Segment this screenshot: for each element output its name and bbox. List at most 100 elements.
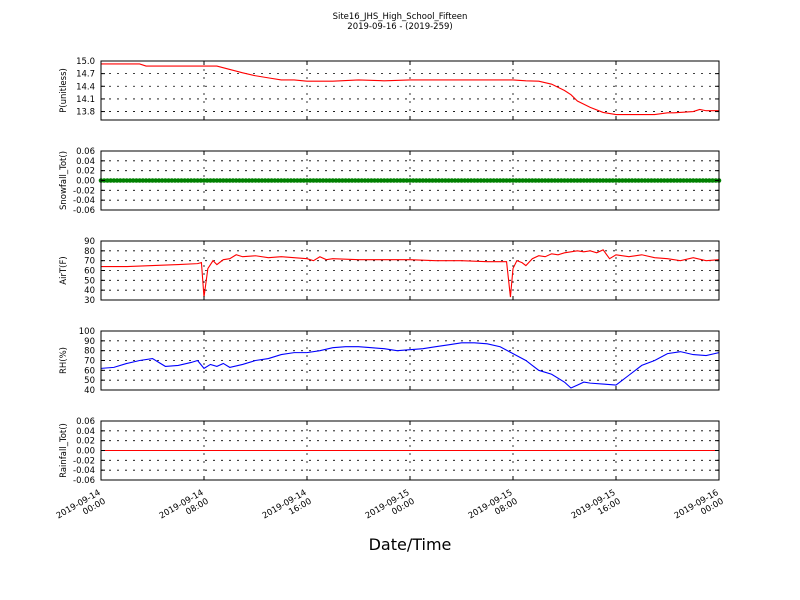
scatter-point bbox=[391, 178, 397, 183]
scatter-point bbox=[661, 178, 667, 183]
scatter-point bbox=[510, 178, 516, 183]
scatter-point bbox=[237, 178, 242, 183]
y-tick-label: -0.02 bbox=[73, 186, 95, 196]
chart-subtitle: 2019-09-16 - (2019-259) bbox=[347, 22, 452, 32]
scatter-point bbox=[616, 178, 622, 183]
scatter-point bbox=[549, 178, 554, 183]
scatter-point bbox=[372, 178, 377, 183]
scatter-point bbox=[517, 178, 522, 183]
scatter-point bbox=[182, 178, 187, 183]
scatter-point bbox=[578, 178, 583, 183]
scatter-point bbox=[185, 178, 191, 183]
scatter-point bbox=[398, 178, 403, 183]
y-tick-label: 14.1 bbox=[76, 95, 95, 105]
scatter-point bbox=[340, 178, 345, 183]
scatter-point bbox=[317, 178, 323, 183]
scatter-point bbox=[256, 178, 262, 183]
scatter-point bbox=[565, 178, 571, 183]
scatter-point bbox=[291, 178, 297, 183]
scatter-point bbox=[407, 178, 413, 183]
y-tick-label: -0.04 bbox=[73, 466, 95, 476]
scatter-point bbox=[475, 178, 480, 183]
scatter-point bbox=[523, 178, 529, 183]
y-tick-label: -0.04 bbox=[73, 196, 95, 206]
scatter-point bbox=[697, 178, 702, 183]
scatter-point bbox=[546, 178, 551, 183]
scatter-point bbox=[333, 178, 339, 183]
scatter-point bbox=[684, 178, 690, 183]
scatter-point bbox=[214, 178, 220, 183]
y-tick-label: 40 bbox=[84, 386, 95, 396]
scatter-point bbox=[449, 178, 455, 183]
scatter-point bbox=[678, 178, 683, 183]
scatter-point bbox=[649, 178, 654, 183]
scatter-point bbox=[542, 178, 548, 183]
scatter-point bbox=[681, 178, 686, 183]
scatter-point bbox=[594, 178, 599, 183]
y-tick-label: 0.00 bbox=[76, 447, 95, 457]
scatter-point bbox=[571, 178, 577, 183]
y-tick-label: 70 bbox=[84, 257, 95, 267]
scatter-point bbox=[674, 178, 680, 183]
scatter-point bbox=[163, 178, 168, 183]
scatter-point bbox=[352, 178, 358, 183]
scatter-point bbox=[694, 178, 699, 183]
scatter-point bbox=[307, 178, 313, 183]
scatter-point bbox=[604, 178, 609, 183]
y-axis-label: Rainfall_Tot() bbox=[59, 423, 69, 478]
scatter-point bbox=[278, 178, 284, 183]
scatter-point bbox=[330, 178, 336, 183]
scatter-point bbox=[362, 178, 368, 183]
scatter-point bbox=[349, 178, 355, 183]
y-tick-label: 0.06 bbox=[76, 147, 95, 157]
scatter-point bbox=[423, 178, 429, 183]
scatter-point bbox=[623, 178, 628, 183]
scatter-point bbox=[562, 178, 567, 183]
scatter-point bbox=[626, 178, 632, 183]
scatter-point bbox=[188, 178, 194, 183]
scatter-point bbox=[526, 178, 532, 183]
scatter-point bbox=[272, 178, 278, 183]
scatter-point bbox=[253, 178, 258, 183]
scatter-point bbox=[269, 178, 274, 183]
scatter-point bbox=[365, 178, 371, 183]
scatter-point bbox=[620, 178, 625, 183]
y-tick-label: 70 bbox=[84, 357, 95, 367]
scatter-point bbox=[417, 178, 422, 183]
scatter-point bbox=[282, 178, 287, 183]
scatter-point bbox=[404, 178, 410, 183]
scatter-point bbox=[388, 178, 393, 183]
x-tick-label: 2019-09-1408:00 bbox=[158, 488, 211, 530]
y-tick-label: 80 bbox=[84, 347, 95, 357]
y-tick-label: 40 bbox=[84, 286, 95, 296]
scatter-point bbox=[130, 178, 136, 183]
scatter-point bbox=[137, 178, 142, 183]
scatter-point bbox=[501, 178, 506, 183]
scatter-point bbox=[668, 178, 674, 183]
scatter-point bbox=[655, 178, 661, 183]
y-tick-label: -0.02 bbox=[73, 456, 95, 466]
subplot-1: 13.8 14.1 14.4 14.7 15.0 P(unitless) bbox=[59, 57, 720, 121]
scatter-point bbox=[703, 178, 709, 183]
scatter-point bbox=[600, 178, 606, 183]
y-tick-label: -0.06 bbox=[73, 206, 95, 216]
scatter-point bbox=[427, 178, 432, 183]
scatter-point bbox=[465, 178, 471, 183]
scatter-point bbox=[462, 178, 468, 183]
scatter-point bbox=[430, 178, 435, 183]
scatter-point bbox=[613, 178, 619, 183]
scatter-point bbox=[539, 178, 545, 183]
scatter-point bbox=[690, 178, 696, 183]
y-tick-label: 14.7 bbox=[76, 70, 95, 80]
scatter-point bbox=[555, 178, 561, 183]
scatter-point bbox=[369, 178, 374, 183]
scatter-point bbox=[645, 178, 651, 183]
scatter-point bbox=[639, 178, 645, 183]
y-tick-label: 0.02 bbox=[76, 437, 95, 447]
scatter-point bbox=[433, 178, 439, 183]
subplot-5: -0.06-0.04-0.020.000.020.040.06 Rainfall_… bbox=[59, 417, 720, 486]
scatter-point bbox=[394, 178, 400, 183]
scatter-point bbox=[420, 178, 426, 183]
y-tick-label: 90 bbox=[84, 237, 95, 247]
